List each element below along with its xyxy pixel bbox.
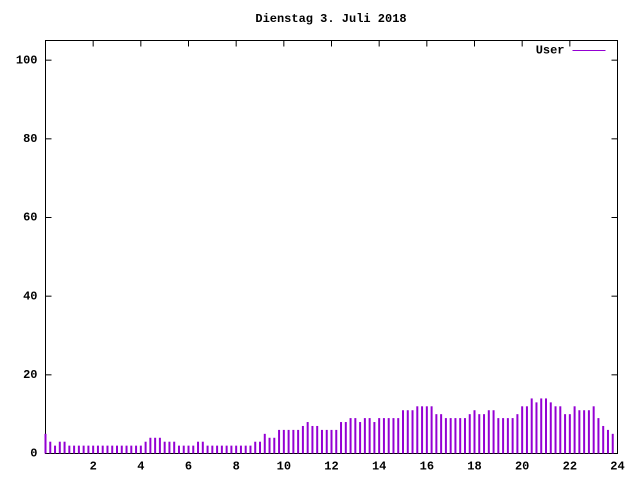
x-tick-label: 8 bbox=[233, 460, 240, 474]
x-tick-label: 6 bbox=[185, 460, 192, 474]
x-tick-label: 14 bbox=[372, 460, 386, 474]
y-tick-label: 80 bbox=[23, 132, 37, 146]
x-tick-label: 24 bbox=[610, 460, 624, 474]
y-tick-label: 100 bbox=[16, 53, 38, 67]
y-tick-label: 0 bbox=[30, 447, 37, 461]
x-tick-label: 10 bbox=[277, 460, 291, 474]
x-tick-label: 4 bbox=[137, 460, 144, 474]
y-tick-label: 40 bbox=[23, 289, 37, 303]
y-tick-label: 60 bbox=[23, 211, 37, 225]
x-tick-label: 12 bbox=[324, 460, 338, 474]
x-tick-label: 16 bbox=[420, 460, 434, 474]
x-tick-label: 2 bbox=[90, 460, 97, 474]
x-tick-label: 22 bbox=[563, 460, 577, 474]
y-tick-label: 20 bbox=[23, 368, 37, 382]
x-tick-label: 20 bbox=[515, 460, 529, 474]
legend-label: User bbox=[536, 44, 565, 58]
x-tick-label: 18 bbox=[467, 460, 481, 474]
chart-title: Dienstag 3. Juli 2018 bbox=[255, 12, 406, 26]
